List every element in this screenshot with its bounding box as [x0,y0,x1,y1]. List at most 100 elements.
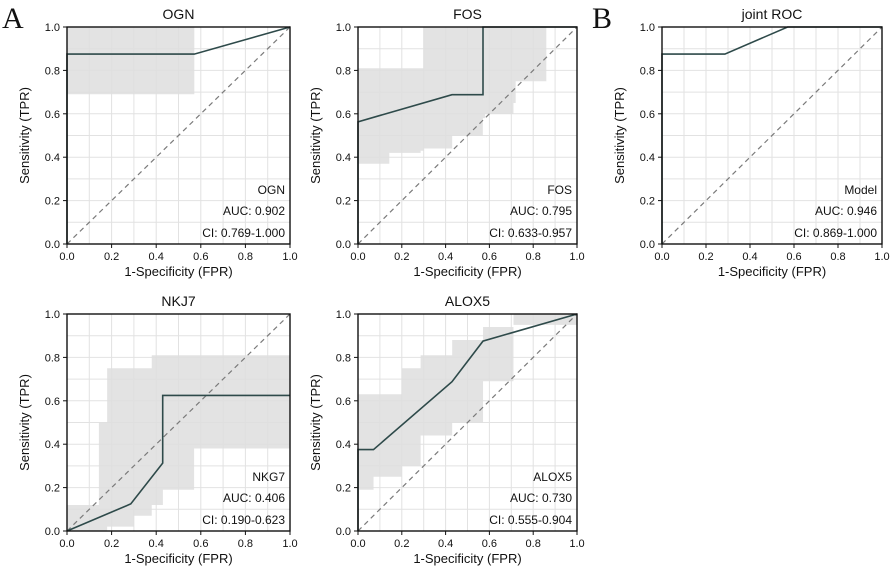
diagonal-reference-line [357,313,578,532]
y-tick-label: 0.8 [336,65,351,77]
y-tick-label: 0.2 [45,483,60,495]
x-axis-label: 1-Specificity (FPR) [413,264,521,279]
x-tick-label: 0.2 [104,538,119,550]
chart-title: joint ROC [741,6,803,22]
y-tick-label: 0.6 [336,109,351,121]
annotation-auc: AUC: 0.902 [223,204,285,218]
y-tick-label: 0.2 [640,196,655,208]
annotation-name: NKG7 [252,470,285,484]
plot-frame [357,26,578,245]
x-tick-label: 0.4 [438,538,453,550]
y-tick-label: 0.4 [45,152,60,164]
x-tick-label: 0.0 [350,538,365,550]
x-tick-label: 0.6 [482,538,497,550]
y-axis-label: Sensitivity (TPR) [308,87,323,184]
x-tick-label: 0.4 [438,251,453,263]
x-tick-label: 0.8 [526,251,541,263]
x-axis-label: 1-Specificity (FPR) [413,551,521,566]
annotation-ci: CI: 0.769-1.000 [202,226,285,240]
y-tick-label: 0.6 [640,109,655,121]
x-axis-label: 1-Specificity (FPR) [718,264,826,279]
y-tick-label: 0.8 [640,65,655,77]
y-tick-label: 0.6 [336,396,351,408]
y-tick-label: 0.8 [45,65,60,77]
annotation-auc: AUC: 0.795 [510,204,572,218]
y-tick-label: 0.0 [336,239,351,251]
x-tick-label: 0.6 [193,251,208,263]
x-tick-label: 0.0 [59,538,74,550]
y-tick-label: 1.0 [640,22,655,34]
annotation-name: Model [844,183,877,197]
diagonal-reference-line [357,26,578,245]
x-tick-label: 0.0 [350,251,365,263]
chart-title: OGN [163,6,195,22]
annotation-auc: AUC: 0.730 [510,491,572,505]
x-tick-label: 0.2 [394,538,409,550]
y-tick-label: 0.4 [336,439,351,451]
x-tick-label: 0.8 [830,251,845,263]
x-tick-label: 0.6 [193,538,208,550]
chart-fos: 0.0 0.2 0.4 0.6 0.8 1.0 0.0 0.2 0.4 0.6 0.8 1.0 FOS 1… [308,6,585,279]
plot-frame [66,313,291,532]
y-tick-label: 0.2 [45,196,60,208]
x-tick-label: 1.0 [569,251,584,263]
y-tick-label: 1.0 [45,22,60,34]
x-tick-label: 0.8 [526,538,541,550]
annotation-auc: AUC: 0.946 [815,204,877,218]
plot-frame [66,26,291,245]
chart-ogn: 0.0 0.2 0.4 0.6 0.8 1.0 0.0 0.2 0.4 0.6 0.8 1.0 OGN 1… [17,6,298,279]
x-tick-label: 0.8 [238,251,253,263]
plot-frame [661,26,883,245]
x-tick-label: 0.6 [786,251,801,263]
x-tick-label: 0.2 [104,251,119,263]
ci-band [358,27,577,177]
annotation-name: OGN [258,183,285,197]
chart-title: FOS [453,6,482,22]
annotation-auc: AUC: 0.406 [223,491,285,505]
x-tick-label: 0.2 [698,251,713,263]
y-tick-label: 0.0 [640,239,655,251]
y-tick-label: 1.0 [45,309,60,321]
annotation-ci: CI: 0.869-1.000 [794,226,877,240]
plot-frame [357,313,578,532]
x-tick-label: 0.2 [394,251,409,263]
x-tick-label: 1.0 [874,251,889,263]
y-tick-label: 1.0 [336,309,351,321]
ci-band [67,27,290,95]
y-tick-label: 0.2 [336,196,351,208]
panel-label-a: A [2,2,24,35]
y-tick-label: 0.8 [45,352,60,364]
x-tick-label: 0.8 [238,538,253,550]
ci-band [358,314,577,490]
annotation-ci: CI: 0.555-0.904 [489,513,572,527]
chart-nkj7: 0.0 0.2 0.4 0.6 0.8 1.0 0.0 0.2 0.4 0.6 0.8 1.0 NKJ7… [17,293,298,566]
y-tick-label: 0.6 [45,109,60,121]
x-tick-label: 1.0 [282,538,297,550]
annotation-ci: CI: 0.190-0.623 [202,513,285,527]
x-tick-label: 0.0 [59,251,74,263]
y-tick-label: 1.0 [336,22,351,34]
y-tick-label: 0.0 [45,526,60,538]
chart-title: ALOX5 [445,293,490,309]
chart-joint-roc: 0.0 0.2 0.4 0.6 0.8 1.0 0.0 0.2 0.4 0.6 0.8 1.0 join… [612,6,890,279]
y-tick-label: 0.4 [640,152,655,164]
chart-title: NKJ7 [161,293,195,309]
y-axis-label: Sensitivity (TPR) [17,87,32,184]
y-tick-label: 0.4 [336,152,351,164]
ci-band [67,355,290,531]
diagonal-reference-line [66,313,291,532]
y-tick-label: 0.4 [45,439,60,451]
x-tick-label: 1.0 [282,251,297,263]
annotation-ci: CI: 0.633-0.957 [489,226,572,240]
y-tick-label: 0.2 [336,483,351,495]
y-tick-label: 0.6 [45,396,60,408]
y-axis-label: Sensitivity (TPR) [612,87,627,184]
diagonal-reference-line [66,26,291,245]
annotation-name: ALOX5 [533,470,572,484]
x-axis-label: 1-Specificity (FPR) [124,551,232,566]
y-tick-label: 0.0 [45,239,60,251]
diagonal-reference-line [661,26,883,245]
x-tick-label: 0.6 [482,251,497,263]
x-tick-label: 0.4 [742,251,757,263]
